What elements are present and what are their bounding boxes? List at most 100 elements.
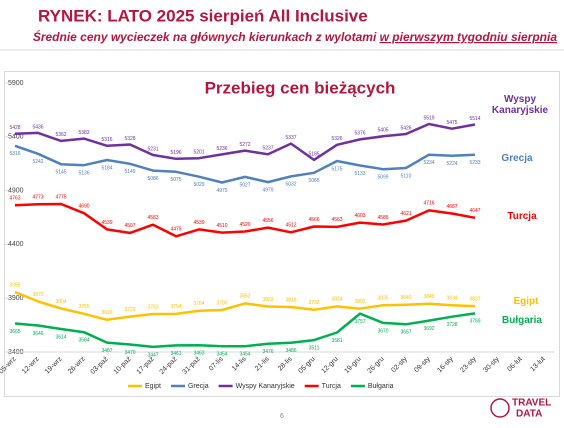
data-label: 3487 [101, 348, 112, 354]
data-label: 3834 [446, 296, 457, 302]
data-label: 3840 [400, 295, 411, 301]
data-label: 5326 [331, 136, 342, 142]
data-label: 4690 [78, 204, 89, 210]
legend-label: Egipt [145, 383, 161, 390]
y-tick-label: 4400 [8, 241, 24, 248]
data-label: 3657 [400, 330, 411, 336]
data-label: 5234 [423, 160, 434, 166]
logo-icon [490, 398, 510, 418]
data-label: 5032 [285, 182, 296, 188]
data-label: 4583 [147, 215, 158, 221]
data-label: 4475 [170, 227, 181, 233]
data-label: 5175 [331, 166, 342, 172]
data-label: 3646 [32, 331, 43, 337]
legend-label: Turcja [322, 383, 341, 390]
data-label: 5376 [354, 131, 365, 137]
data-label: 4716 [423, 201, 434, 207]
legend-label: Wyspy Kanaryjskie [236, 383, 295, 390]
data-label: 3447 [147, 352, 158, 358]
series-end-label: Bułgaria [501, 314, 542, 326]
legend-label: Grecja [188, 383, 209, 390]
series-end-label-text: Turcja [507, 210, 537, 222]
data-label: 5242 [32, 159, 43, 165]
y-tick-label: 3900 [8, 295, 24, 302]
data-label: 5236 [216, 146, 227, 152]
chart-title: Przebieg cen bieżących [205, 78, 396, 97]
data-label: 5475 [446, 120, 457, 126]
series-end-label-text: Bułgaria [501, 314, 542, 326]
data-label: 5185 [308, 151, 319, 157]
page-number: 6 [280, 413, 284, 420]
data-label: 3792 [308, 300, 319, 306]
data-label: 3804 [55, 299, 66, 305]
data-label: 5233 [469, 160, 480, 166]
data-label: 5184 [101, 165, 112, 171]
data-label: 4507 [124, 223, 135, 229]
data-label: 5065 [308, 178, 319, 184]
logo-top: TRAVEL [512, 398, 551, 409]
data-label: 3755 [78, 304, 89, 310]
data-label: 5436 [32, 124, 43, 130]
data-label: 5133 [354, 171, 365, 177]
data-label: 5405 [377, 128, 388, 134]
data-label: 5383 [78, 130, 89, 136]
series-line [14, 290, 476, 322]
page-subtitle: Średnie ceny wycieczek na głównych kieru… [33, 29, 558, 44]
logo-bottom: DATA [516, 409, 542, 420]
series-end-label: Egipt [514, 296, 539, 307]
legend-label: Bułgaria [368, 383, 394, 390]
data-label: 4603 [354, 213, 365, 219]
data-label: 4563 [331, 217, 342, 223]
data-label: 4621 [400, 211, 411, 217]
data-label: 4775 [55, 194, 66, 200]
data-label: 5426 [400, 125, 411, 131]
data-label: 3753 [147, 304, 158, 310]
data-label: 3802 [354, 299, 365, 305]
series-end-label-text: Grecja [501, 152, 533, 164]
data-label: 3461 [170, 351, 181, 357]
data-label: 5149 [124, 169, 135, 175]
data-label: 4512 [285, 223, 296, 229]
data-label: 5514 [469, 116, 480, 122]
y-tick-label: 5900 [8, 80, 24, 87]
series-end-label-text: Wyspy Kanaryjskie [491, 94, 549, 116]
data-label: 4773 [32, 195, 43, 201]
data-label: 3728 [446, 322, 457, 328]
data-label: 5337 [285, 135, 296, 141]
y-tick-label: 5400 [8, 134, 24, 141]
data-label: 5428 [9, 125, 20, 131]
data-label: 3784 [193, 301, 204, 307]
data-label: 3511 [309, 345, 320, 351]
data-label: 5027 [239, 182, 250, 188]
data-label: 3699 [101, 310, 112, 316]
data-label: 5029 [193, 182, 204, 188]
data-label: 3692 [423, 326, 434, 332]
data-label: 3823 [262, 297, 273, 303]
data-label: 5231 [147, 146, 158, 152]
data-label: 5316 [9, 151, 20, 157]
data-label: 3827 [469, 296, 480, 302]
subtitle-emphasis: w pierwszym tygodniu sierpnia [380, 30, 558, 44]
series-line [14, 122, 476, 162]
data-label: 3581 [331, 338, 342, 344]
page-title: RYNEK: LATO 2025 sierpień All Inclusive [38, 6, 368, 25]
data-label: 3463 [193, 351, 204, 357]
data-label: 5196 [170, 150, 181, 156]
data-label: 4539 [193, 220, 204, 226]
data-label: 4687 [446, 204, 457, 210]
y-tick-label: 4900 [8, 187, 24, 194]
data-label: 3790 [216, 300, 227, 306]
data-label: 4566 [308, 217, 319, 223]
series-end-label: Grecja [501, 152, 533, 164]
data-label: 3670 [377, 328, 388, 334]
data-label: 3665 [9, 329, 20, 335]
data-label: 4510 [216, 223, 227, 229]
data-label: 5099 [377, 175, 388, 181]
data-label: 5201 [193, 150, 204, 156]
data-label: 5224 [446, 161, 457, 167]
series-line [14, 144, 476, 184]
data-label: 3870 [32, 292, 43, 298]
data-label: 4556 [262, 218, 273, 224]
series-end-label: Wyspy Kanaryjskie [491, 94, 549, 116]
